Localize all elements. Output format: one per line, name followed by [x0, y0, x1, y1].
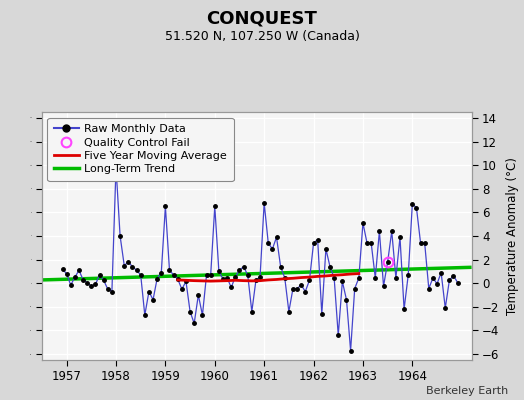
Text: Berkeley Earth: Berkeley Earth: [426, 386, 508, 396]
Legend: Raw Monthly Data, Quality Control Fail, Five Year Moving Average, Long-Term Tren: Raw Monthly Data, Quality Control Fail, …: [48, 118, 234, 181]
Y-axis label: Temperature Anomaly (°C): Temperature Anomaly (°C): [506, 157, 519, 315]
Text: CONQUEST: CONQUEST: [206, 10, 318, 28]
Text: 51.520 N, 107.250 W (Canada): 51.520 N, 107.250 W (Canada): [165, 30, 359, 43]
